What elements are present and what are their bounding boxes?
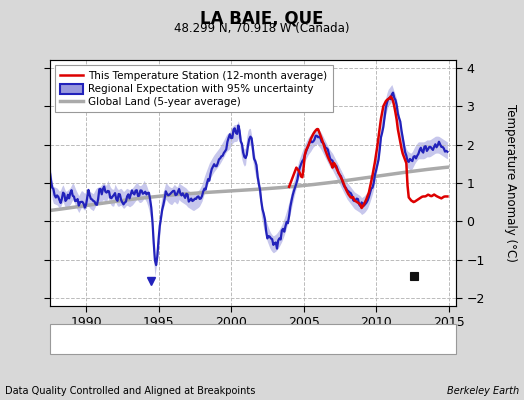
Y-axis label: Temperature Anomaly (°C): Temperature Anomaly (°C) [504, 104, 517, 262]
Text: LA BAIE, QUE: LA BAIE, QUE [200, 10, 324, 28]
Text: Record Gap: Record Gap [184, 334, 245, 344]
Text: Data Quality Controlled and Aligned at Breakpoints: Data Quality Controlled and Aligned at B… [5, 386, 256, 396]
Text: Empirical Break: Empirical Break [372, 334, 454, 344]
Legend: This Temperature Station (12-month average), Regional Expectation with 95% uncer: This Temperature Station (12-month avera… [55, 65, 333, 112]
Text: ■: ■ [353, 334, 364, 344]
Text: 48.299 N, 70.918 W (Canada): 48.299 N, 70.918 W (Canada) [174, 22, 350, 35]
Text: Berkeley Earth: Berkeley Earth [446, 386, 519, 396]
Text: Time of Obs. Change: Time of Obs. Change [278, 334, 387, 344]
Text: Station Move: Station Move [79, 334, 147, 344]
Text: ◆: ◆ [62, 334, 70, 344]
Text: ▼: ▼ [261, 334, 269, 344]
Text: ▲: ▲ [167, 334, 176, 344]
